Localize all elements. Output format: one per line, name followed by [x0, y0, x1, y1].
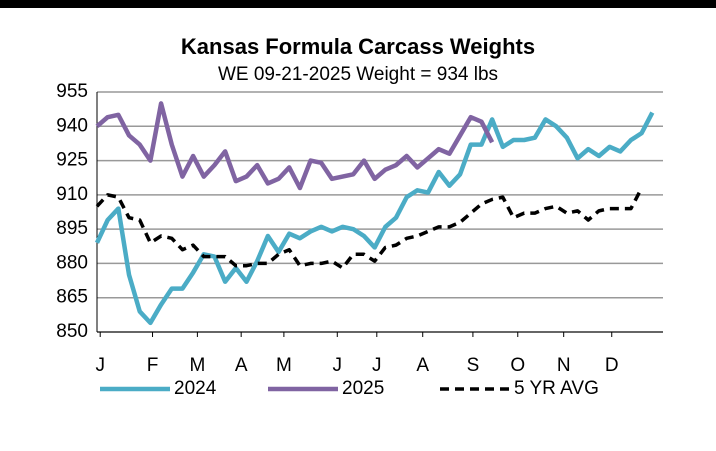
x-tick-label: M [189, 355, 205, 376]
x-tick-label: A [416, 355, 429, 376]
y-tick-label: 955 [56, 81, 88, 102]
chart-title: Kansas Formula Carcass Weights [181, 34, 535, 59]
series-line [94, 111, 655, 326]
y-tick-label: 880 [56, 252, 88, 273]
series-line [95, 187, 644, 270]
x-tick-label: J [372, 355, 382, 376]
series-line [95, 101, 495, 191]
x-tick-label: J [333, 355, 343, 376]
x-tick-label: M [276, 355, 292, 376]
x-tick-label: D [605, 355, 619, 376]
legend-label: 2024 [174, 378, 217, 399]
x-tick-label: A [235, 355, 248, 376]
top-bar [0, 0, 716, 8]
y-tick-label: 850 [56, 321, 88, 342]
y-tick-label: 925 [56, 150, 88, 171]
x-tick-label: S [467, 355, 480, 376]
x-tick-label: F [147, 355, 159, 376]
y-tick-label: 895 [56, 218, 88, 239]
chart-subtitle: WE 09-21-2025 Weight = 934 lbs [218, 64, 498, 85]
legend-label: 5 YR AVG [514, 378, 599, 399]
y-tick-label: 940 [56, 115, 88, 136]
x-tick-label: J [95, 355, 105, 376]
legend-label: 2025 [342, 378, 384, 399]
y-tick-label: 910 [56, 184, 88, 205]
x-tick-label: N [557, 355, 571, 376]
y-tick-label: 865 [56, 287, 88, 308]
x-tick-label: O [510, 355, 525, 376]
